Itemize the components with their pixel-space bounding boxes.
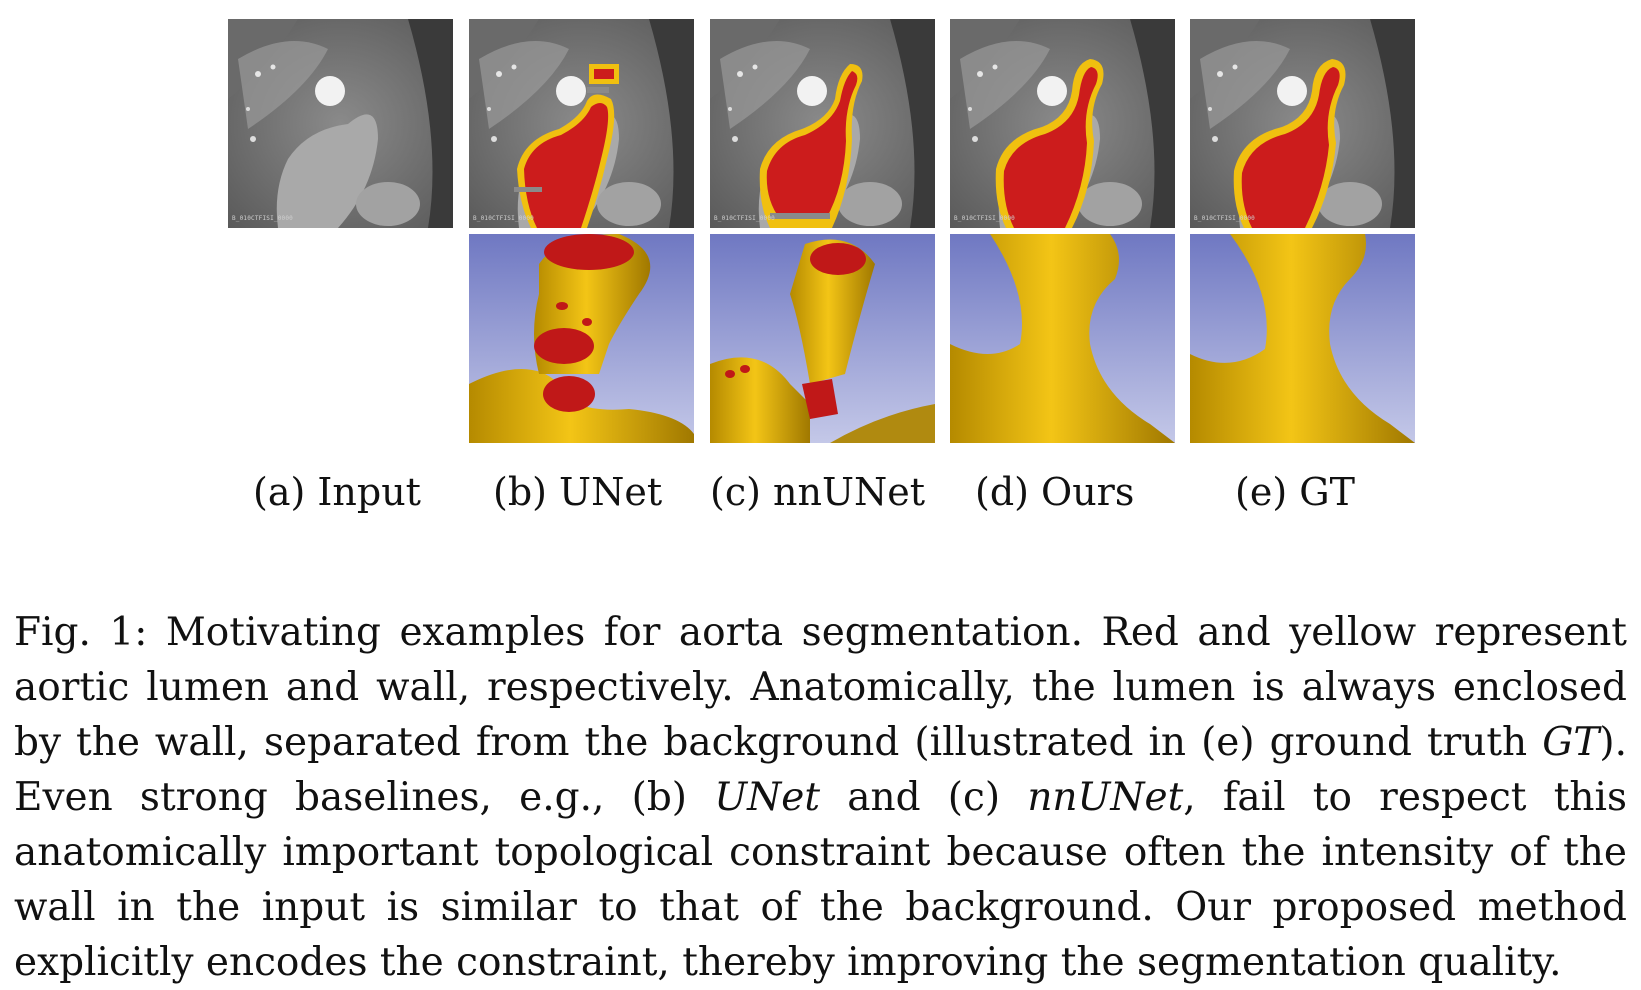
image-watermark: B_010CTFISI_0000 xyxy=(954,215,1015,222)
ct-gt-segmentation: B_010CTFISI_0000 xyxy=(1190,19,1415,228)
subfigure-label-input: (a) Input xyxy=(253,470,421,514)
render-unet-3d xyxy=(469,234,694,443)
caption-text-3: and (c) xyxy=(820,775,1028,820)
image-watermark: B_010CTFISI_0000 xyxy=(473,215,534,222)
figure-1: B_010CTFISI_0000 B_010CTFISI_0000 B_010C… xyxy=(0,0,1415,514)
subfigure-label-unet: (b) UNet xyxy=(493,470,663,514)
ct-input-image: B_010CTFISI_0000 xyxy=(228,19,453,228)
ct-unet-segmentation: B_010CTFISI_0000 xyxy=(469,19,694,228)
image-watermark: B_010CTFISI_0000 xyxy=(714,215,775,222)
render-gt-3d xyxy=(1190,234,1415,443)
ct-nnunet-segmentation: B_010CTFISI_0000 xyxy=(710,19,935,228)
image-watermark: B_010CTFISI_0000 xyxy=(232,215,293,222)
caption-gt-term: GT xyxy=(1542,720,1600,765)
image-watermark: B_010CTFISI_0000 xyxy=(1194,215,1255,222)
caption-nnunet-term: nnUNet xyxy=(1027,775,1184,820)
caption-unet-term: UNet xyxy=(714,775,820,820)
subfigure-label-gt: (e) GT xyxy=(1235,470,1355,514)
render-nnunet-3d xyxy=(710,234,935,443)
render-ours-3d xyxy=(950,234,1175,443)
figure-caption: Fig. 1: Motivating examples for aorta se… xyxy=(14,605,1627,990)
subfigure-label-nnunet: (c) nnUNet xyxy=(710,470,925,514)
caption-fig-label: Fig. 1: xyxy=(14,610,148,655)
caption-text-2: ). Even strong baselines, e.g., (b) xyxy=(14,720,1627,820)
ct-ours-segmentation: B_010CTFISI_0000 xyxy=(950,19,1175,228)
subfigure-label-ours: (d) Ours xyxy=(975,470,1135,514)
caption-text-1: Motivating examples for aorta segmentati… xyxy=(14,610,1627,765)
